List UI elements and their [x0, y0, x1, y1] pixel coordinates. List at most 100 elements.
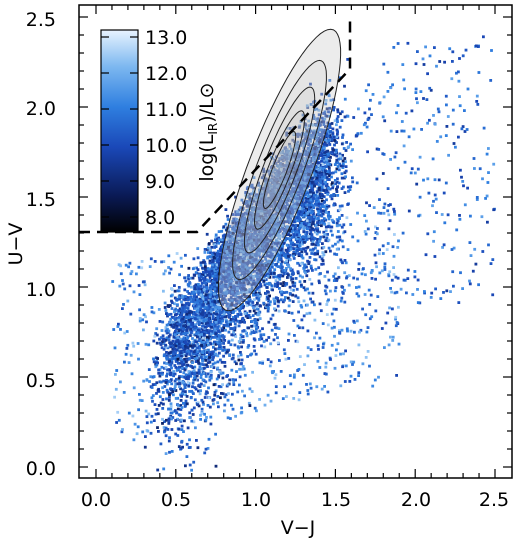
- scatter-point: [137, 408, 140, 412]
- scatter-point: [327, 140, 331, 144]
- scatter-point: [375, 177, 379, 181]
- scatter-point: [192, 342, 195, 345]
- scatter-point: [344, 175, 347, 179]
- scatter-point: [158, 337, 161, 341]
- scatter-point: [178, 361, 182, 365]
- scatter-point: [331, 171, 335, 175]
- scatter-point: [295, 236, 298, 240]
- scatter-point: [214, 253, 217, 256]
- scatter-point: [144, 315, 147, 319]
- scatter-point: [169, 323, 173, 327]
- scatter-point: [263, 403, 267, 407]
- scatter-point: [281, 397, 285, 400]
- scatter-point: [312, 215, 316, 219]
- scatter-point: [202, 367, 205, 370]
- scatter-point: [254, 352, 258, 356]
- scatter-point: [317, 200, 321, 204]
- scatter-point: [197, 314, 201, 318]
- scatter-point: [285, 256, 289, 260]
- scatter-point: [269, 248, 273, 251]
- scatter-point: [182, 360, 186, 364]
- scatter-point: [318, 302, 322, 306]
- scatter-point: [325, 178, 329, 181]
- scatter-point: [332, 203, 336, 207]
- scatter-point: [237, 283, 241, 287]
- scatter-point: [241, 306, 245, 310]
- scatter-point: [323, 210, 327, 213]
- scatter-point: [285, 164, 289, 168]
- scatter-point: [293, 161, 297, 165]
- scatter-point: [234, 304, 237, 308]
- scatter-point: [187, 284, 191, 288]
- scatter-point: [173, 379, 177, 383]
- scatter-point: [261, 193, 265, 196]
- scatter-point: [271, 241, 275, 244]
- scatter-point: [246, 355, 249, 358]
- scatter-point: [152, 339, 156, 343]
- scatter-point: [209, 422, 213, 426]
- scatter-point: [318, 366, 322, 369]
- scatter-point: [236, 232, 240, 235]
- scatter-point: [295, 163, 299, 167]
- scatter-point: [425, 98, 429, 101]
- scatter-point: [323, 171, 327, 175]
- scatter-point: [304, 159, 308, 163]
- scatter-point: [314, 243, 318, 247]
- scatter-point: [316, 252, 319, 256]
- scatter-point: [248, 197, 252, 201]
- scatter-point: [255, 307, 259, 311]
- scatter-point: [224, 242, 227, 246]
- scatter-point: [205, 343, 209, 347]
- scatter-point: [194, 426, 197, 430]
- scatter-point: [395, 321, 399, 324]
- scatter-point: [244, 291, 248, 295]
- scatter-point: [344, 261, 348, 265]
- scatter-point: [267, 320, 271, 324]
- scatter-point: [320, 262, 324, 266]
- scatter-point: [317, 266, 321, 270]
- scatter-point: [227, 324, 231, 328]
- scatter-point: [202, 352, 205, 356]
- scatter-point: [193, 306, 197, 310]
- scatter-point: [180, 315, 183, 319]
- scatter-point: [238, 367, 241, 371]
- scatter-point: [198, 276, 201, 280]
- scatter-point: [267, 265, 270, 268]
- scatter-point: [330, 343, 334, 347]
- scatter-point: [198, 392, 202, 396]
- scatter-point: [333, 252, 336, 256]
- scatter-point: [418, 301, 422, 305]
- scatter-point: [313, 336, 316, 340]
- scatter-point: [343, 171, 347, 175]
- scatter-point: [293, 140, 296, 143]
- scatter-point: [258, 398, 261, 401]
- scatter-point: [181, 392, 184, 396]
- scatter-point: [173, 342, 177, 346]
- scatter-point: [250, 328, 253, 332]
- scatter-point: [321, 182, 325, 186]
- scatter-point: [325, 184, 328, 188]
- scatter-point: [179, 413, 182, 417]
- scatter-point: [344, 160, 347, 164]
- scatter-point: [239, 307, 242, 310]
- scatter-point: [268, 208, 272, 212]
- scatter-point: [323, 128, 327, 132]
- scatter-point: [311, 188, 315, 192]
- scatter-point: [243, 373, 247, 377]
- scatter-point: [308, 278, 312, 281]
- scatter-point: [477, 71, 481, 74]
- scatter-point: [172, 260, 176, 264]
- scatter-point: [311, 220, 315, 223]
- scatter-point: [200, 362, 204, 366]
- scatter-point: [338, 329, 341, 332]
- scatter-point: [154, 332, 158, 335]
- scatter-point: [165, 397, 168, 401]
- scatter-point: [371, 384, 375, 388]
- scatter-point: [460, 127, 464, 131]
- scatter-point: [326, 191, 330, 195]
- scatter-point: [224, 240, 227, 244]
- scatter-point: [335, 190, 339, 193]
- scatter-point: [240, 358, 244, 362]
- scatter-point: [240, 198, 244, 202]
- scatter-point: [256, 211, 259, 215]
